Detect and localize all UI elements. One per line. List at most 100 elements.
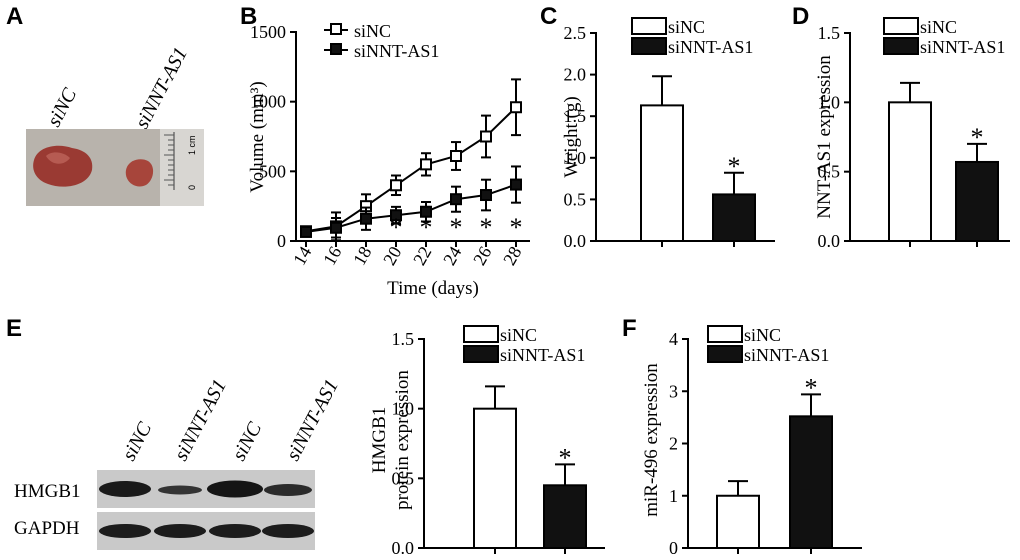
e-bar-bar-sinc (473, 407, 517, 549)
d-significance-star: * (971, 123, 984, 152)
e-bar-legend-swatch-2 (463, 345, 499, 363)
b-y-tick-label: 500 (259, 161, 286, 181)
tumor-photo: 1 cm 0 (26, 129, 204, 206)
f-y-tick-label: 1 (669, 486, 678, 506)
d-y-tick-label: 1.5 (818, 23, 841, 43)
d-legend-swatch-2 (883, 37, 919, 55)
b-x-axis-title: Time (days) (387, 278, 479, 299)
panel-d-label: D (792, 3, 809, 30)
c-significance-star: * (728, 152, 741, 181)
photo-label-sinnt-as1: siNNT-AS1 (131, 44, 192, 133)
b-point-sinc (390, 179, 402, 192)
c-legend-label-1: siNC (668, 17, 705, 37)
b-x-tick-label: 14 (289, 243, 315, 269)
f-y-tick-label: 0 (669, 538, 678, 558)
blot-label-gapdh: GAPDH (14, 518, 80, 539)
e-bar-y-tick-label: 0.0 (392, 538, 415, 558)
b-x-tick-label: 26 (469, 243, 495, 269)
b-legend-label-2: siNNT-AS1 (354, 41, 439, 61)
e-bar-y-tick-label: 1.0 (392, 399, 415, 419)
b-point-sinc (420, 158, 432, 171)
d-y-tick-label: 0.0 (818, 231, 841, 251)
lane-label-4: siNNT-AS1 (282, 376, 343, 465)
b-point-sinnt-as1 (480, 189, 492, 202)
tumor-sinc (33, 145, 93, 187)
d-y-tick-label: 1.0 (818, 92, 841, 112)
panel-f-label: F (622, 315, 637, 342)
panel-b-label: B (240, 3, 257, 30)
f-legend-label-1: siNC (744, 325, 781, 345)
blot-gapdh (97, 512, 315, 550)
c-bar-sinc (640, 104, 684, 242)
f-bar-sinnt-as1 (789, 415, 833, 549)
b-x-tick-label: 22 (409, 243, 435, 269)
b-point-sinnt-as1 (360, 212, 372, 225)
b-point-sinc (510, 101, 522, 114)
panel-a-label: A (6, 3, 23, 30)
b-significance-star: * (450, 213, 463, 242)
b-x-tick-label: 28 (499, 243, 525, 269)
c-y-tick-label: 0.0 (564, 231, 587, 251)
f-y-tick-label: 3 (669, 381, 678, 401)
e-bar-legend-label-1: siNC (500, 325, 537, 345)
c-y-tick-label: 2.5 (564, 23, 587, 43)
c-bar-sinnt-as1 (712, 193, 756, 243)
b-point-sinnt-as1 (300, 225, 312, 238)
e-bar-legend-label-2: siNNT-AS1 (500, 345, 585, 365)
panel-e: E siNC siNNT-AS1 siNC siNNT-AS1 HMGB1 GA… (6, 315, 343, 550)
b-legend-label-1: siNC (354, 21, 391, 41)
d-bar-sinc (888, 101, 932, 243)
lane-label-2: siNNT-AS1 (170, 376, 231, 465)
c-legend-swatch-2 (631, 37, 667, 55)
b-point-sinc (480, 130, 492, 143)
c-legend-label-2: siNNT-AS1 (668, 37, 753, 57)
panel-c-bar-chart: C Weight (g) 0.0 0.5 1.0 1.5 2.0 2.5 * siNCsiNN… (540, 3, 775, 251)
b-point-sinnt-as1 (510, 178, 522, 191)
e-bar-y-tick-label: 1.5 (392, 329, 415, 349)
e-bar-significance-star: * (559, 443, 572, 472)
ruler (160, 129, 204, 206)
ruler-cm-label: 1 cm (187, 135, 197, 155)
blot-hmgb1 (97, 470, 315, 508)
f-significance-star: * (805, 373, 818, 402)
lane-label-1: siNC (118, 418, 157, 464)
d-bar-sinnt-as1 (955, 160, 999, 243)
panel-c-label: C (540, 3, 557, 30)
panel-d-bar-chart: D NNT-AS1 expression 0.0 0.5 1.0 1.5 * siNCsi… (792, 3, 1010, 251)
c-legend-swatch-1 (631, 17, 667, 35)
b-x-tick-label: 20 (379, 243, 405, 269)
panel-e-label: E (6, 315, 22, 342)
e-y-axis-title-1: HMGB1 (369, 407, 390, 474)
blot-label-hmgb1: HMGB1 (14, 481, 81, 502)
panel-a: A siNC siNNT-AS1 1 cm 0 (6, 3, 204, 206)
d-legend-swatch-1 (883, 17, 919, 35)
b-significance-star: * (420, 213, 433, 242)
panel-e-bar-chart: HMGB1 protein expression 0.0 0.5 1.0 1.5 * si… (369, 325, 605, 558)
f-y-tick-label: 4 (669, 329, 678, 349)
d-legend-label-2: siNNT-AS1 (920, 37, 1005, 57)
b-y-tick-label: 1500 (250, 22, 286, 42)
b-significance-star: * (510, 213, 523, 242)
b-y-tick-label: 0 (277, 231, 286, 251)
e-y-axis-title-2: protein expression (392, 370, 413, 510)
c-y-tick-label: 2.0 (564, 65, 587, 85)
b-legend-marker-1 (330, 23, 342, 35)
c-y-tick-label: 1.0 (564, 148, 587, 168)
lane-label-3: siNC (228, 418, 267, 464)
c-y-tick-label: 0.5 (564, 189, 587, 209)
e-bar-legend-swatch-1 (463, 325, 499, 343)
tumor-sinnt-as1 (125, 159, 154, 187)
d-y-tick-label: 0.5 (818, 162, 841, 182)
b-point-sinnt-as1 (330, 221, 342, 234)
b-point-sinnt-as1 (450, 193, 462, 206)
ruler-zero-label: 0 (187, 185, 197, 190)
f-legend-label-2: siNNT-AS1 (744, 345, 829, 365)
f-legend-swatch-2 (707, 345, 743, 363)
b-legend-marker-2 (330, 43, 342, 55)
f-y-axis-title: miR-496 expression (641, 363, 662, 517)
b-significance-star: * (480, 213, 493, 242)
b-x-tick-label: 16 (319, 243, 345, 269)
b-point-sinc (450, 150, 462, 163)
photo-label-sinc: siNC (43, 84, 82, 130)
